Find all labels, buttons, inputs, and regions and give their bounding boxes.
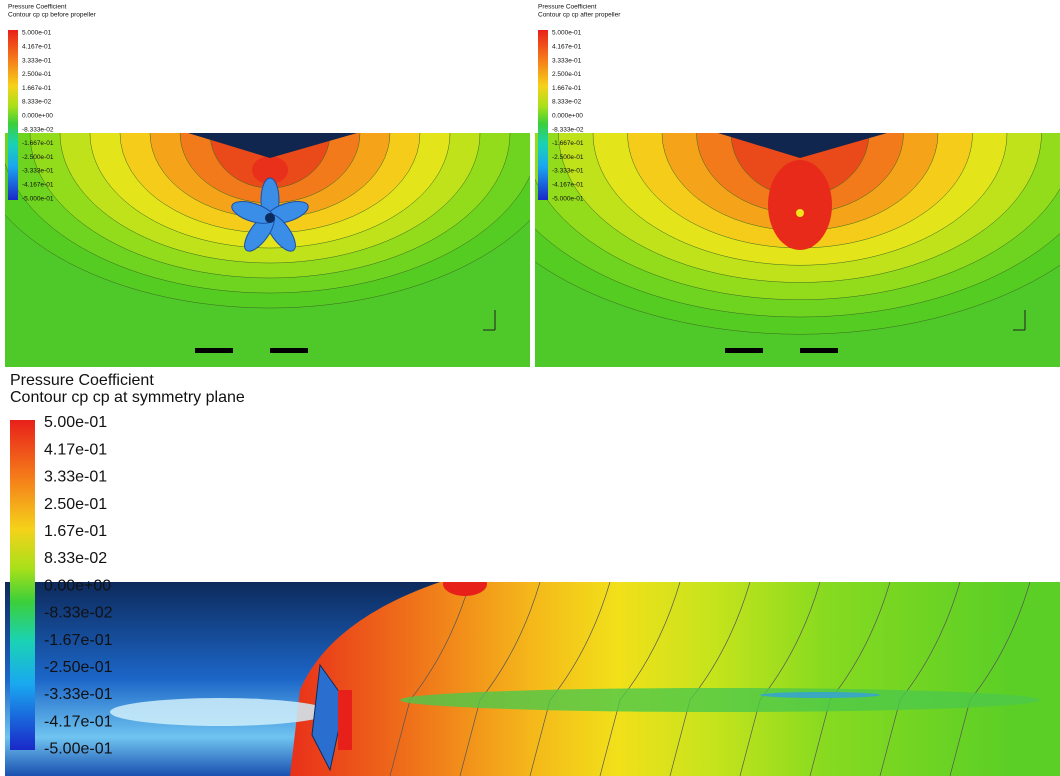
panel-subtitle: Contour cp cp after propeller [538,12,621,19]
hub [796,209,804,217]
scale-bar [270,348,308,353]
colorbar-label: 3.333e-01 [22,57,52,64]
panel-title: Pressure Coefficient [538,4,597,11]
colorbar [10,420,35,750]
scale-bar [725,348,763,353]
hub [265,213,275,223]
colorbar-label: -4.167e-01 [22,182,54,189]
colorbar-label: -1.667e-01 [22,140,54,147]
panel-title: Pressure Coefficient [8,4,67,11]
colorbar-label: 8.33e-02 [44,550,107,567]
colorbar-label: 2.500e-01 [552,71,582,78]
colorbar-label: 8.333e-02 [22,99,52,106]
colorbar-label: -4.167e-01 [552,182,584,189]
contours [0,0,1060,776]
colorbar-label: 3.333e-01 [552,57,582,64]
colorbar-label: -3.333e-01 [552,168,584,175]
scale-bar [195,348,233,353]
colorbar-label: 1.667e-01 [552,85,582,92]
colorbar-label: 2.50e-01 [44,496,107,513]
panel-title: Pressure Coefficient [10,372,154,389]
colorbar-label: 1.667e-01 [22,85,52,92]
colorbar-label: -3.33e-01 [44,686,113,703]
contour-panel [0,0,570,367]
colorbar-label: 0.00e+00 [44,577,111,594]
colorbar-label: -5.000e-01 [552,195,584,202]
colorbar-label: -8.333e-02 [552,126,584,133]
colorbar-label: -8.333e-02 [22,126,54,133]
propeller-hub [338,690,352,750]
colorbar-label: -2.500e-01 [552,154,584,161]
colorbar-label: 5.000e-01 [22,30,52,37]
page: Pressure CoefficientContour cp cp before… [0,0,1060,776]
colorbar-label: -1.667e-01 [552,140,584,147]
colorbar-label: -5.000e-01 [22,195,54,202]
wake [400,688,1040,712]
colorbar-label: -5.00e-01 [44,741,113,758]
colorbar-label: 3.33e-01 [44,469,107,486]
figure: Pressure CoefficientContour cp cp before… [0,0,1060,776]
colorbar-label: 4.167e-01 [552,44,582,51]
colorbar-label: 5.00e-01 [44,414,107,431]
colorbar [8,30,18,200]
panel-subtitle: Contour cp cp at symmetry plane [10,389,245,406]
wake [760,692,880,698]
colorbar-label: 5.000e-01 [552,30,582,37]
colorbar-label: -2.500e-01 [22,154,54,161]
panel-subtitle: Contour cp cp before propeller [8,12,97,19]
colorbar-label: -4.17e-01 [44,713,113,730]
shaft [110,698,330,726]
colorbar-label: -8.33e-02 [44,605,113,622]
high-pressure [768,160,832,250]
colorbar-label: 1.67e-01 [44,523,107,540]
colorbar-label: -3.333e-01 [22,168,54,175]
colorbar-label: -2.50e-01 [44,659,113,676]
colorbar-label: 2.500e-01 [22,71,52,78]
colorbar-label: 4.17e-01 [44,441,107,458]
high-pressure [443,572,487,596]
colorbar [538,30,548,200]
contour-panel [5,572,1060,776]
scale-bar [800,348,838,353]
colorbar-label: -1.67e-01 [44,632,113,649]
colorbar-label: 4.167e-01 [22,44,52,51]
colorbar-label: 0.000e+00 [552,113,583,120]
colorbar-label: 0.000e+00 [22,113,53,120]
colorbar-label: 8.333e-02 [552,99,582,106]
